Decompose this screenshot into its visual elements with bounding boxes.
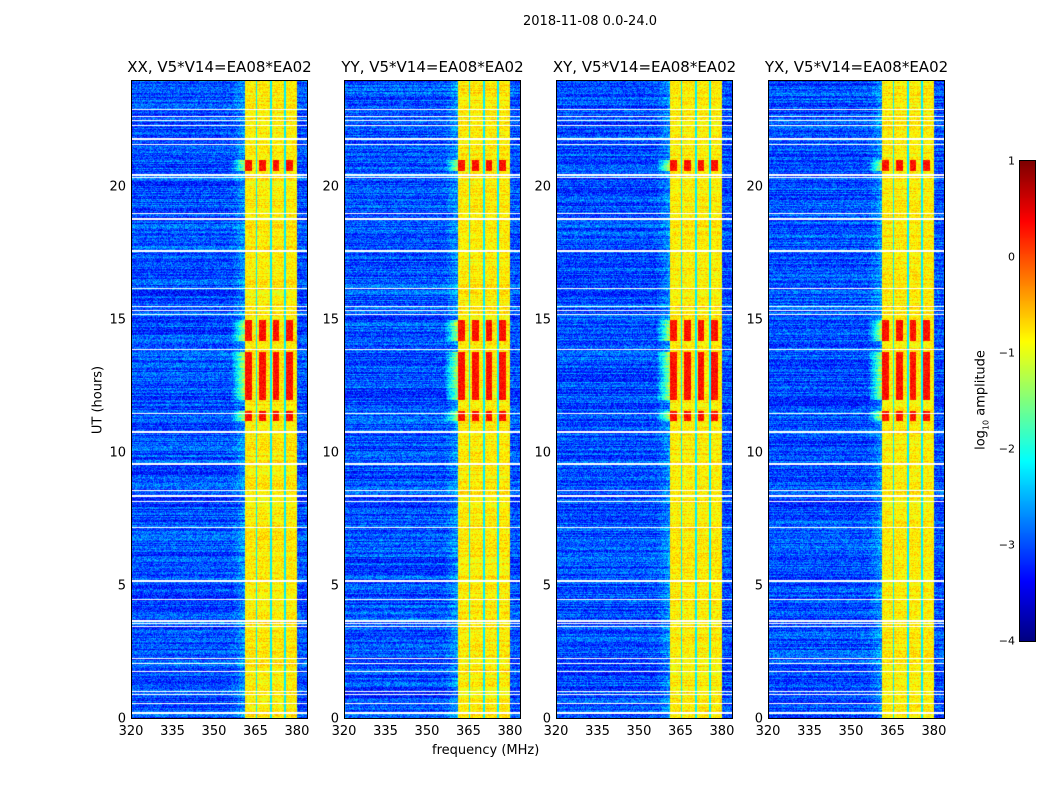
- figure-title: 2018-11-08 0.0-24.0: [523, 14, 657, 29]
- x-tick-label: 380: [921, 724, 947, 739]
- colorbar-label-rest: amplitude: [973, 350, 989, 420]
- colorbar-tick-label: −4: [998, 634, 1015, 648]
- colorbar-gradient: [1020, 161, 1035, 641]
- x-tick-label: 320: [755, 724, 781, 739]
- x-tick-label: 350: [201, 724, 227, 739]
- colorbar-tick-label: 0: [1008, 250, 1015, 264]
- x-tick-label: 350: [414, 724, 440, 739]
- colorbar: [1019, 160, 1036, 642]
- colorbar-tick-label: −2: [998, 442, 1015, 456]
- panel-1: YY, V5*V14=EA08*EA02 320 335 350 365 380 0 5 10 1…: [322, 58, 523, 739]
- heatmap-image: [556, 80, 733, 719]
- x-tick-label: 335: [797, 724, 822, 739]
- y-axis-label: UT (hours): [90, 365, 106, 435]
- x-tick-label: 365: [668, 724, 693, 739]
- y-tick-label: 0: [117, 711, 126, 727]
- y-tick-label: 0: [754, 711, 763, 727]
- panel-title: XX, V5*V14=EA08*EA02: [127, 58, 312, 76]
- y-tick-label: 5: [117, 578, 126, 594]
- x-tick-label: 335: [373, 724, 398, 739]
- panel-2: XY, V5*V14=EA08*EA02 320 335 350 365 380 0 5 10 1…: [534, 58, 736, 739]
- colorbar-label-main: log: [973, 430, 989, 450]
- x-tick-label: 320: [543, 724, 569, 739]
- colorbar-tick-label: 1: [1008, 154, 1015, 168]
- y-tick-label: 5: [754, 578, 763, 594]
- x-tick-label: 365: [456, 724, 481, 739]
- colorbar-tick-label: −3: [998, 538, 1015, 552]
- y-tick-label: 20: [746, 179, 763, 194]
- colorbar-label: log10 amplitude: [974, 350, 991, 450]
- y-tick-label: 20: [322, 179, 339, 194]
- colorbar-tick-label: −1: [998, 346, 1015, 360]
- panel-3: YX, V5*V14=EA08*EA02 320 335 350 365 380 0 5 10 1…: [746, 58, 948, 739]
- y-tick-label: 15: [746, 312, 763, 328]
- panel-title: XY, V5*V14=EA08*EA02: [552, 58, 737, 76]
- panel-title: YY, V5*V14=EA08*EA02: [341, 58, 524, 76]
- x-tick-label: 320: [118, 724, 144, 739]
- x-tick-label: 350: [838, 724, 864, 739]
- x-tick-label: 320: [331, 724, 357, 739]
- x-tick-label: 335: [160, 724, 185, 739]
- x-tick-label: 335: [585, 724, 610, 739]
- x-axis-label: frequency (MHz): [432, 743, 540, 758]
- y-tick-label: 15: [534, 312, 551, 328]
- panel-0: XX, V5*V14=EA08*EA02 320 335 350 365 380 0 5 10 1…: [109, 58, 311, 739]
- y-tick-label: 10: [534, 445, 551, 461]
- y-tick-label: 20: [109, 179, 126, 194]
- y-tick-label: 10: [746, 445, 763, 461]
- panel-title: YX, V5*V14=EA08*EA02: [764, 58, 949, 76]
- y-tick-label: 0: [330, 711, 339, 727]
- x-tick-label: 380: [709, 724, 735, 739]
- x-tick-label: 365: [243, 724, 268, 739]
- heatmap-image: [344, 80, 521, 719]
- y-tick-label: 20: [534, 179, 551, 194]
- x-tick-label: 380: [284, 724, 310, 739]
- y-tick-label: 5: [542, 578, 551, 594]
- y-tick-label: 0: [542, 711, 551, 727]
- x-tick-label: 380: [497, 724, 523, 739]
- y-tick-label: 15: [322, 312, 339, 328]
- x-tick-label: 365: [880, 724, 905, 739]
- colorbar-label-sub: 10: [981, 419, 991, 431]
- y-tick-label: 10: [322, 445, 339, 461]
- y-tick-label: 10: [109, 445, 126, 461]
- heatmap-image: [768, 80, 945, 719]
- y-tick-label: 5: [330, 578, 339, 594]
- x-tick-label: 350: [626, 724, 652, 739]
- heatmap-image: [131, 80, 308, 719]
- y-tick-label: 15: [109, 312, 126, 328]
